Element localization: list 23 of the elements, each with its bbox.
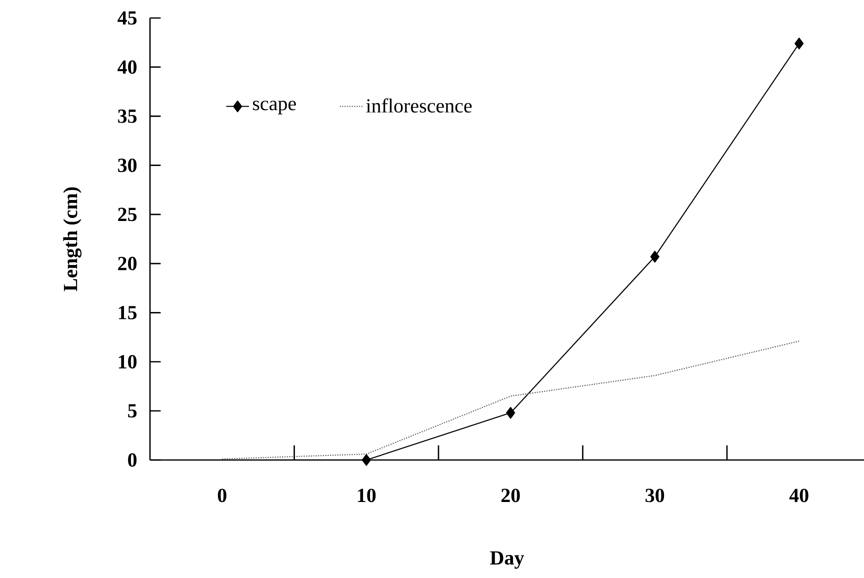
point	[362, 454, 371, 466]
point	[794, 38, 804, 50]
y-tick-label: 30	[118, 158, 137, 172]
y-tick-label: 5	[128, 404, 137, 418]
y-tick-label: 0	[128, 453, 137, 467]
x-tick-label: 40	[789, 488, 808, 502]
x-tick-label: 0	[218, 488, 226, 502]
legend-label: scape	[252, 100, 296, 114]
x-axis-title: Day	[490, 551, 524, 569]
y-axis-title: Length (cm)	[63, 187, 82, 292]
y-tick-label: 35	[118, 110, 137, 123]
y-tick-label: 25	[118, 208, 137, 222]
point	[650, 250, 660, 263]
x-tick-label: 20	[501, 488, 520, 502]
point	[506, 406, 516, 419]
y-tick-label: 20	[118, 256, 137, 270]
x-tick-label: 30	[646, 488, 664, 502]
y-tick-label: 10	[118, 355, 137, 369]
y-tick-label: 45	[118, 11, 137, 25]
y-tick-label: 40	[118, 60, 137, 74]
legend-label: inflorescence	[366, 98, 472, 113]
x-tick-label: 10	[358, 488, 376, 502]
y-tick-label: 15	[118, 306, 137, 320]
